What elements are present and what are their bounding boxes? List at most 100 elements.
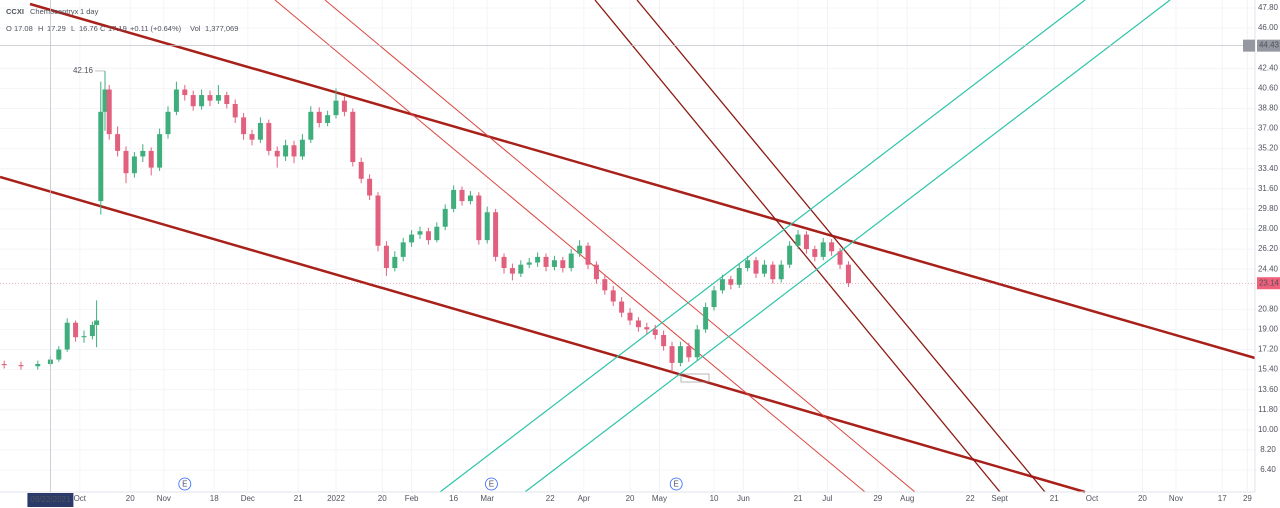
candle-body [392,256,398,269]
y-tick-label: 33.40 [1258,164,1279,173]
candle-body [383,245,389,269]
l-value: 16.76 [79,24,98,33]
candle-body [787,245,793,265]
x-tick-label: Jun [737,494,750,503]
candle-body [18,365,24,367]
candle-body [434,226,440,241]
candle-body [316,111,322,123]
y-tick-label: 40.60 [1258,83,1279,92]
trend-line [524,0,1171,493]
candle-body [266,122,272,151]
candle-body [1,364,7,366]
candle-body [736,268,742,285]
x-tick-label: Oct [1086,494,1099,503]
candle-body [140,150,146,157]
candle-body [728,279,734,285]
candle-body [703,307,709,330]
x-tick-label: Dec [241,494,255,503]
x-tick-label: 20 [378,494,387,503]
x-tick-label: Oct [74,494,87,503]
candle-body [795,234,801,246]
candle-body [425,231,431,241]
earnings-marker [178,477,192,491]
y-tick-label: 47.80 [1258,3,1279,12]
y-tick-label: 26.20 [1258,244,1279,253]
company-name: Chemocentryx [30,7,79,16]
candle-body [165,111,171,135]
candle-body [518,264,524,274]
y-tick-label: 35.20 [1258,144,1279,153]
candle-body [173,89,179,112]
candle-body [274,150,280,157]
candle-body [837,251,843,265]
candle-body [467,195,473,202]
candle-body [711,290,717,308]
legend-header: CCXI Chemocentryx 1 day O 17.08 H 17.29 … [6,7,238,33]
trend-line [636,0,1046,493]
x-tick-label: 17 [1218,494,1227,503]
crosshair-price: 44.43 [1259,41,1280,50]
candle-body [106,89,112,135]
x-tick-label: Mar [480,494,494,503]
x-tick-label: 20 [126,494,135,503]
candle-body [400,242,406,257]
candle-body [535,256,541,263]
x-tick-label: 18 [210,494,219,503]
trend-line [29,2,1256,360]
candle-body [299,139,305,157]
candle-body [568,253,574,269]
candle-body [509,268,515,274]
y-tick-label: 19.00 [1258,325,1279,334]
earnings-marker [669,477,683,491]
vol-label: Vol [190,24,201,33]
candle-body [375,195,381,246]
candle-body [501,256,507,269]
candle-body [131,156,137,174]
x-tick-label: Apr [578,494,591,503]
candle-body [644,327,650,330]
trend-lines [0,0,1256,494]
interval: 1 day [80,7,99,16]
candle-body [257,122,263,140]
candle-body [56,349,62,360]
c-value: 17.19 [108,24,127,33]
candle-body [291,145,297,157]
candle-body [602,279,608,291]
candle-body [308,111,314,140]
candle-body [803,234,809,250]
candle-body [341,100,347,112]
candle-body [719,279,725,291]
crosshair-price-box [1257,39,1280,52]
y-tick-label: 6.40 [1260,465,1276,474]
candle-body [778,264,784,280]
candle-body [73,322,79,338]
candle-body [812,249,818,257]
y-tick-label: 28.00 [1258,224,1279,233]
candle-body [585,245,591,265]
candle-body [753,260,759,274]
x-tick-label: Nov [1169,494,1183,503]
candle-body [652,329,658,335]
candle-body [593,264,599,280]
candle-body [64,322,70,350]
plot-area [0,0,1255,492]
x-tick-label: Feb [405,494,419,503]
candle-body [451,189,457,209]
candle-body [232,104,238,118]
x-tick-label: 21 [1050,494,1059,503]
earnings-label: E [182,480,187,489]
candle-body [442,208,448,227]
y-tick-label: 8.20 [1260,445,1276,454]
candle-body [627,312,633,321]
candle-body [207,95,213,101]
x-tick-label: 20 [1138,494,1147,503]
earnings-label: E [489,480,494,489]
crosshair-date-box [27,493,74,507]
candle-body [35,364,41,367]
candle-body [610,290,616,302]
candle-body [551,260,557,267]
y-tick-label: 11.80 [1258,405,1278,414]
x-tick-label: 20 [626,494,635,503]
y-tick-label: 20.80 [1258,304,1279,313]
